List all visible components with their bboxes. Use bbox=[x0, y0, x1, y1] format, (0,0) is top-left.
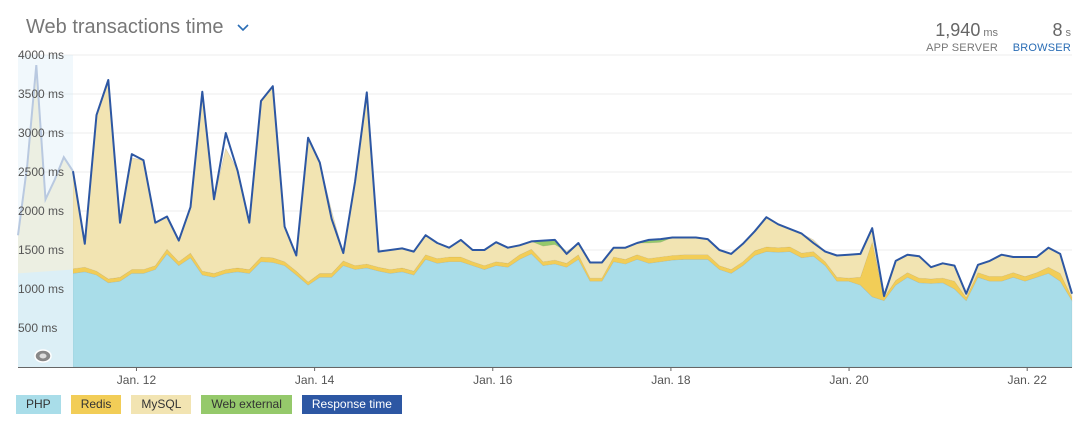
response-time-lines bbox=[17, 65, 1073, 297]
browser-unit: s bbox=[1065, 27, 1072, 39]
y-tick-label: 4000 ms bbox=[18, 48, 64, 62]
legend-item-web-external[interactable]: Web external bbox=[201, 395, 292, 414]
x-tick-label: Jan. 20 bbox=[829, 373, 869, 387]
area-faded-php bbox=[18, 269, 73, 367]
area-layers bbox=[18, 65, 1073, 368]
handle-inner bbox=[39, 353, 47, 359]
browser-link[interactable]: BROWSER bbox=[1012, 42, 1071, 54]
y-tick-label: 3000 ms bbox=[18, 126, 64, 140]
legend-item-mysql[interactable]: MySQL bbox=[131, 395, 192, 414]
legend-item-php[interactable]: PHP bbox=[16, 395, 61, 414]
selection-shade bbox=[18, 55, 73, 367]
response-time-line bbox=[72, 79, 1073, 297]
axes: 500 ms 1000 ms 1500 ms 2000 ms 2500 ms 3000 m… bbox=[18, 48, 1072, 387]
app-server-unit: ms bbox=[983, 27, 998, 39]
y-tick-label: 1000 ms bbox=[18, 282, 64, 296]
x-tick-label: Jan. 16 bbox=[473, 373, 513, 387]
chart-canvas: 500 ms 1000 ms 1500 ms 2000 ms 2500 ms 3000 m… bbox=[17, 48, 1073, 387]
chart-title-dropdown[interactable]: Web transactions time bbox=[26, 16, 250, 39]
app-server-label: APP SERVER bbox=[926, 42, 998, 54]
chevron-down-icon bbox=[236, 23, 249, 31]
x-tick-label: Jan. 14 bbox=[295, 373, 335, 387]
x-tick-label: Jan. 18 bbox=[651, 373, 691, 387]
y-tick-label: 2500 ms bbox=[18, 165, 64, 179]
chart-title: Web transactions time bbox=[26, 16, 224, 38]
legend: PHP Redis MySQL Web external Response time bbox=[16, 395, 402, 414]
legend-item-redis[interactable]: Redis bbox=[70, 395, 122, 414]
response-time-line-faded bbox=[17, 65, 74, 236]
range-handle-icon[interactable] bbox=[34, 349, 52, 363]
y-tick-label: 500 ms bbox=[18, 321, 57, 335]
y-tick-label: 3500 ms bbox=[18, 87, 64, 101]
legend-item-response-time[interactable]: Response time bbox=[301, 395, 402, 414]
app-server-value: 1,940 bbox=[935, 20, 981, 40]
x-tick-label: Jan. 12 bbox=[117, 373, 157, 387]
y-tick-label: 2000 ms bbox=[18, 204, 64, 218]
x-tick-label: Jan. 22 bbox=[1008, 373, 1048, 387]
app-server-metric: 1,940 ms APP SERVER bbox=[926, 20, 998, 54]
browser-value: 8 bbox=[1052, 20, 1063, 40]
highlight-overlay bbox=[18, 55, 73, 367]
y-tick-label: 1500 ms bbox=[18, 243, 64, 257]
